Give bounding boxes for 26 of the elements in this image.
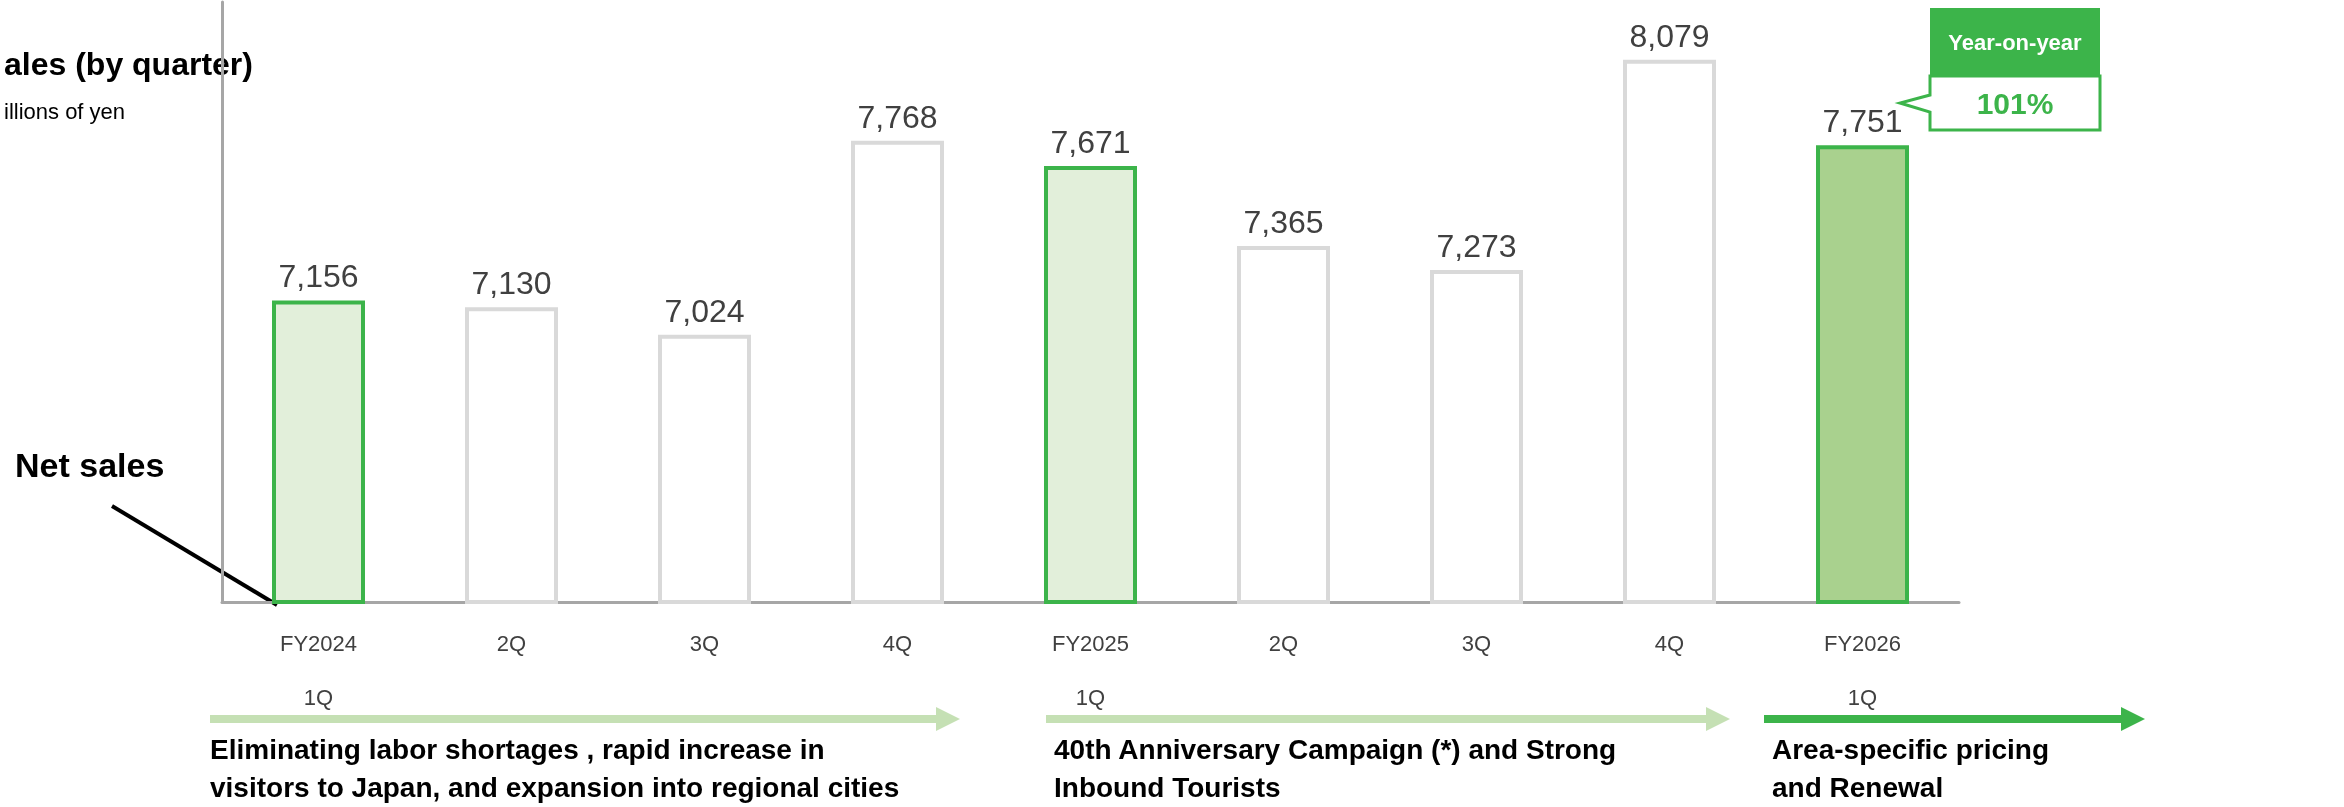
text: Eliminating labor shortages , rapid increase in visitors to Japan, and expansion into regional cities (210, 733, 900, 803)
category-label: FY2025 1Q (1051, 630, 1130, 710)
x-tick-label: 3Q (1461, 630, 1492, 656)
text: illions of yen (4, 98, 126, 124)
text: 101% (1976, 86, 2054, 120)
data-label: 7,768 (857, 98, 938, 135)
category-label: FY2026 1Q (1823, 630, 1902, 710)
text: Net sales (15, 446, 165, 484)
x-tick-label: 2Q (1268, 630, 1299, 656)
category-label: FY2024 1Q (279, 630, 358, 710)
text: ales (by quarter) (4, 46, 253, 82)
data-label: 8,079 (1629, 17, 1710, 54)
data-label: 7,130 (471, 265, 552, 302)
text: 40th Anniversary Campaign (*) and Strong Inbound Tourists (1054, 733, 1617, 803)
data-label: 7,751 (1822, 103, 1903, 140)
x-tick-label: 3Q (689, 630, 720, 656)
x-tick-label: 4Q (1654, 630, 1685, 656)
x-tick-label: 2Q (496, 630, 527, 656)
data-label: 7,024 (664, 292, 745, 329)
x-tick-label: 4Q (882, 630, 913, 656)
data-label: 7,365 (1243, 203, 1324, 240)
data-label: 7,671 (1050, 124, 1131, 161)
data-label: 7,273 (1436, 227, 1517, 264)
data-label: 7,156 (278, 258, 359, 295)
text: Area-specific pricing and Renewal (1772, 733, 2049, 803)
annotation: Year-on-year (1948, 29, 2083, 55)
